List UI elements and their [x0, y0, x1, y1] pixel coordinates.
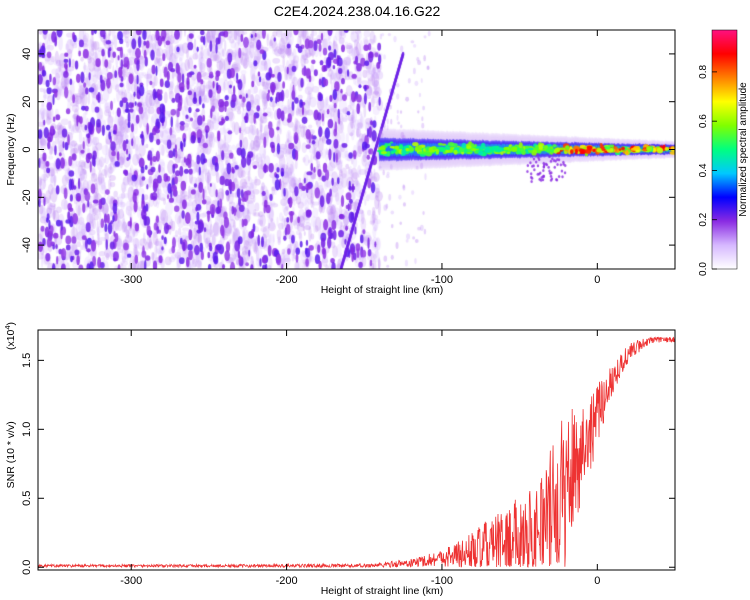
spectrogram-y-axis: -40 -20 0 20 40 — [21, 48, 675, 253]
snr-x-axis: -300 -200 -100 0 — [120, 330, 600, 587]
colorbar-tick-label: 0.2 — [698, 212, 709, 226]
x-tick-label: -200 — [276, 575, 298, 587]
y-tick-label: 40 — [21, 48, 33, 60]
snr-panel: -300 -200 -100 0 0.0 0.5 1.0 1.5 Height of str… — [3, 322, 676, 597]
x-tick-label: -100 — [431, 575, 453, 587]
y-tick-label: 0 — [21, 146, 33, 152]
y-tick-label: 1.0 — [21, 422, 33, 437]
y-tick-label: -20 — [21, 189, 33, 205]
x-tick-label: -200 — [276, 274, 298, 286]
x-tick-label: 0 — [594, 575, 600, 587]
y-tick-label: 0.5 — [21, 491, 33, 506]
snr-y-multiplier: (x104) — [3, 322, 17, 350]
colorbar-tick-label: 0.0 — [698, 262, 709, 276]
y-tick-label: -40 — [21, 237, 33, 253]
snr-frame — [37, 329, 676, 571]
y-tick-label: 1.5 — [21, 353, 33, 368]
spectrogram-image — [38, 30, 675, 269]
snr-y-label: SNR (10 * v/v) — [5, 421, 17, 488]
x-tick-label: -100 — [431, 274, 453, 286]
x-tick-label: -300 — [120, 274, 142, 286]
colorbar-tick-label: 0.8 — [698, 64, 709, 78]
spectrogram-y-label: Frequency (Hz) — [5, 113, 17, 185]
x-tick-label: -300 — [120, 575, 142, 587]
snr-x-label: Height of straight line (km) — [321, 585, 444, 597]
colorbar-label: Normalized spectral amplitude — [738, 82, 749, 217]
colorbar-tick-label: 0.4 — [698, 163, 709, 177]
spectrogram-x-label: Height of straight line (km) — [321, 284, 444, 296]
figure-title: C2E4.2024.238.04.16.G22 — [274, 3, 441, 19]
x-tick-label: 0 — [594, 274, 600, 286]
colorbar-tick-label: 0.6 — [698, 114, 709, 128]
y-tick-label: 0.0 — [21, 560, 33, 575]
spectrogram-x-axis: -300 -200 -100 0 — [120, 30, 600, 286]
colorbar: 0.0 0.2 0.4 0.6 0.8 Normalized spectral ampl… — [698, 29, 749, 276]
colorbar-gradient — [711, 29, 738, 270]
colorbar-ticks: 0.0 0.2 0.4 0.6 0.8 — [698, 64, 717, 276]
snr-y-axis: 0.0 0.5 1.0 1.5 — [21, 353, 675, 575]
y-tick-label: 20 — [21, 96, 33, 108]
snr-series-line — [38, 336, 675, 569]
